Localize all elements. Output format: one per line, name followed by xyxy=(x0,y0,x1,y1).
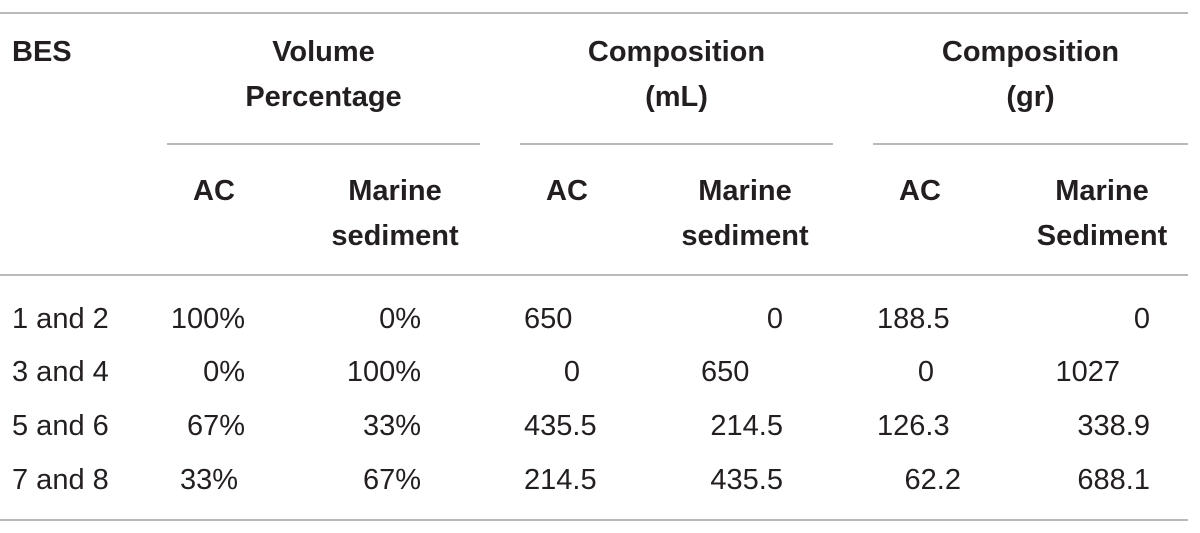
row-1-volume-ac: 100% xyxy=(170,303,245,335)
row-2-ml-marine: 650 xyxy=(701,356,750,388)
row-2-ml-ac: 0 xyxy=(563,356,580,388)
table-bottom-rule xyxy=(0,519,1188,521)
subheader-ml-marine-line2: sediment xyxy=(681,220,809,252)
header-group-volume-line2: Percentage xyxy=(245,81,402,113)
subheader-gr-marine-line1: Marine xyxy=(1055,175,1149,207)
row-2-bes: 3 and 4 xyxy=(12,356,109,388)
subheader-volume-marine-line2: sediment xyxy=(331,220,459,252)
group-rule-volume xyxy=(167,143,480,145)
row-4-bes: 7 and 8 xyxy=(12,464,109,496)
subheader-gr-marine-line2: Sediment xyxy=(1036,220,1168,252)
row-2-volume-marine: 100% xyxy=(346,356,421,388)
row-3-ml-ac: 435.5 xyxy=(524,410,597,442)
header-bottom-rule xyxy=(0,274,1188,276)
subheader-volume-marine-line1: Marine xyxy=(348,175,442,207)
row-1-volume-marine: 0% xyxy=(379,303,421,335)
row-4-ml-ac: 214.5 xyxy=(524,464,597,496)
row-3-volume-marine: 33% xyxy=(362,410,421,442)
table-top-rule xyxy=(0,12,1188,14)
row-3-gr-marine: 338.9 xyxy=(1077,410,1150,442)
row-3-gr-ac: 126.3 xyxy=(877,410,950,442)
row-2-volume-ac: 0% xyxy=(203,356,245,388)
row-1-ml-ac: 650 xyxy=(524,303,573,335)
row-3-ml-marine: 214.5 xyxy=(710,410,783,442)
row-1-gr-marine: 0 xyxy=(1133,303,1150,335)
row-4-ml-marine: 435.5 xyxy=(710,464,783,496)
subheader-ml-marine-line1: Marine xyxy=(698,175,792,207)
group-rule-composition-ml xyxy=(520,143,833,145)
row-4-gr-ac: 62.2 xyxy=(904,464,961,496)
subheader-volume-ac: AC xyxy=(193,175,235,207)
subheader-ml-ac: AC xyxy=(546,175,588,207)
header-group-composition-gr-line2: (gr) xyxy=(1006,81,1055,113)
row-1-bes: 1 and 2 xyxy=(12,303,109,335)
row-2-gr-ac: 0 xyxy=(917,356,934,388)
row-1-ml-marine: 0 xyxy=(766,303,783,335)
row-1-gr-ac: 188.5 xyxy=(877,303,950,335)
header-group-composition-ml-line1: Composition xyxy=(587,36,766,68)
row-2-gr-marine: 1027 xyxy=(1055,356,1120,388)
header-group-volume-line1: Volume xyxy=(272,36,375,68)
header-group-composition-gr-line1: Composition xyxy=(941,36,1120,68)
row-4-gr-marine: 688.1 xyxy=(1077,464,1150,496)
row-4-volume-marine: 67% xyxy=(362,464,421,496)
row-4-volume-ac: 33% xyxy=(180,464,239,496)
group-rule-composition-gr xyxy=(873,143,1188,145)
row-3-bes: 5 and 6 xyxy=(12,410,109,442)
row-3-volume-ac: 67% xyxy=(186,410,245,442)
header-group-composition-ml-line2: (mL) xyxy=(645,81,708,113)
header-bes: BES xyxy=(12,36,72,68)
subheader-gr-ac: AC xyxy=(899,175,941,207)
